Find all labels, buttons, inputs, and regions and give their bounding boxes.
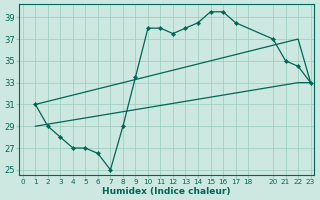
X-axis label: Humidex (Indice chaleur): Humidex (Indice chaleur) [102, 187, 231, 196]
